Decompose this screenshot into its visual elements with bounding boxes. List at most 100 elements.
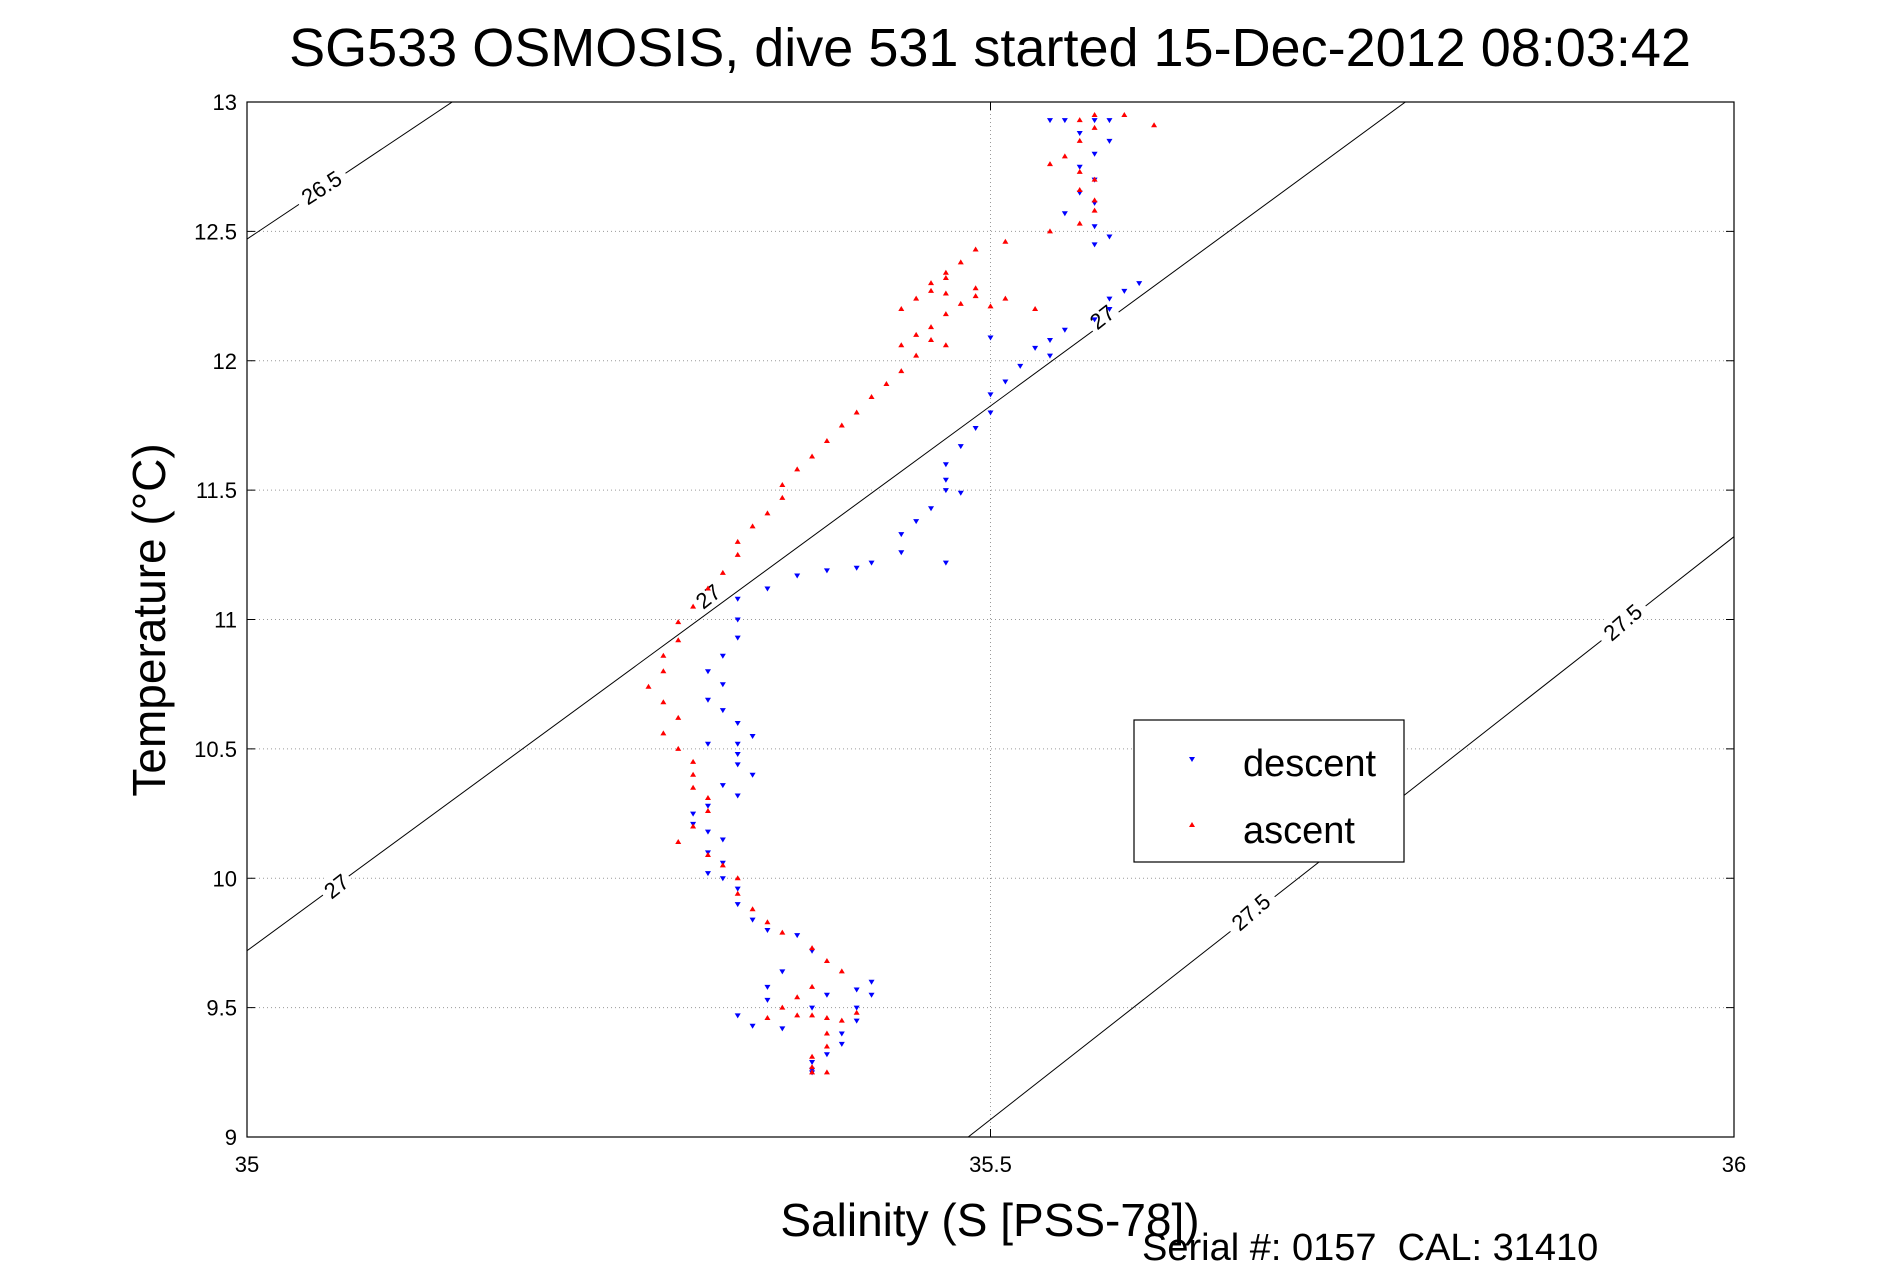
descent-point [898,532,905,538]
descent-point [704,829,711,835]
ascent-point [1076,168,1083,174]
ascent-point [749,523,756,529]
descent-point [749,772,756,778]
ascent-point [690,758,697,764]
density-contour-26.5 [247,102,453,240]
ascent-point [645,683,652,689]
ascent-point [987,303,994,309]
descent-point [868,992,875,998]
descent-point [913,519,920,525]
y-tick-label: 10.5 [194,737,237,762]
descent-point [734,886,741,892]
ascent-point [809,945,816,951]
ascent-point [809,1012,816,1018]
descent-point [942,477,949,483]
series-ascent [645,111,1158,1075]
ascent-point [1076,117,1083,123]
ascent-point [823,1043,830,1049]
ascent-point [913,331,920,337]
ascent-point [898,368,905,374]
descent-point [794,573,801,579]
descent-point [734,793,741,799]
descent-point [734,596,741,602]
y-tick-label: 13 [213,90,237,115]
ascent-point [823,437,830,443]
ascent-point [928,337,935,343]
ascent-point [823,1014,830,1020]
descent-point [1106,234,1113,240]
legend-ascent-label: ascent [1243,810,1355,852]
descent-point [957,490,964,496]
descent-point [1061,118,1068,124]
descent-point [779,1026,786,1032]
descent-point [1091,317,1098,323]
ascent-point [1061,153,1068,159]
ascent-point [675,714,682,720]
ascent-point [690,784,697,790]
x-tick-label: 36 [1722,1152,1746,1177]
ascent-point [690,603,697,609]
descent-point [1017,363,1024,369]
legend-descent-marker [1189,757,1195,762]
descent-point [1106,296,1113,302]
ascent-point [675,637,682,643]
x-tick-label: 35 [235,1152,259,1177]
ascent-point [913,352,920,358]
descent-point [1091,224,1098,230]
ascent-point [972,285,979,291]
descent-point [1076,131,1083,137]
ascent-point [1091,111,1098,117]
ascent-point [809,1064,816,1070]
ascent-point [749,906,756,912]
descent-point [734,752,741,758]
ascent-point [823,1069,830,1075]
contour-label-bg [315,865,356,905]
ascent-point [675,745,682,751]
descent-point [1046,118,1053,124]
ascent-point [734,875,741,881]
descent-point [734,762,741,768]
ascent-point [719,862,726,868]
ascent-point [823,1030,830,1036]
ascent-point [1091,176,1098,182]
contour-label-bg [290,161,351,212]
ascent-point [1002,295,1009,301]
contour-label-bg [1081,296,1122,336]
y-axis-label: Temperature (°C) [123,443,175,796]
ascent-point [660,652,667,658]
descent-point [1106,307,1113,312]
descent-point [898,550,905,556]
ascent-point [704,795,711,801]
ascent-point [1076,186,1083,192]
descent-point [734,617,741,623]
ascent-point [690,771,697,777]
descent-point [704,741,711,747]
descent-point [704,697,711,703]
ascent-point [1032,306,1039,311]
ascent-point [928,287,935,293]
ascent-point [734,538,741,544]
y-tick-label: 11 [214,608,237,633]
descent-point [734,721,741,726]
descent-point [719,783,726,789]
ascent-point [794,994,801,1000]
descent-point [928,506,935,512]
ascent-point [972,246,979,252]
y-tick-label: 11.5 [196,478,237,503]
ascent-point [675,839,682,845]
descent-point [838,1031,845,1037]
descent-point [764,997,771,1003]
descent-point [823,992,830,998]
ascent-point [704,585,711,591]
ascent-point [913,295,920,301]
descent-point [704,669,711,675]
y-tick-label: 12.5 [194,219,237,244]
ascent-point [898,342,905,348]
descent-point [1061,327,1068,333]
descent-point [942,560,949,566]
descent-point [987,410,994,416]
descent-point [764,928,771,933]
ascent-point [838,422,845,428]
ascent-point [942,290,949,296]
descent-point [749,733,756,739]
